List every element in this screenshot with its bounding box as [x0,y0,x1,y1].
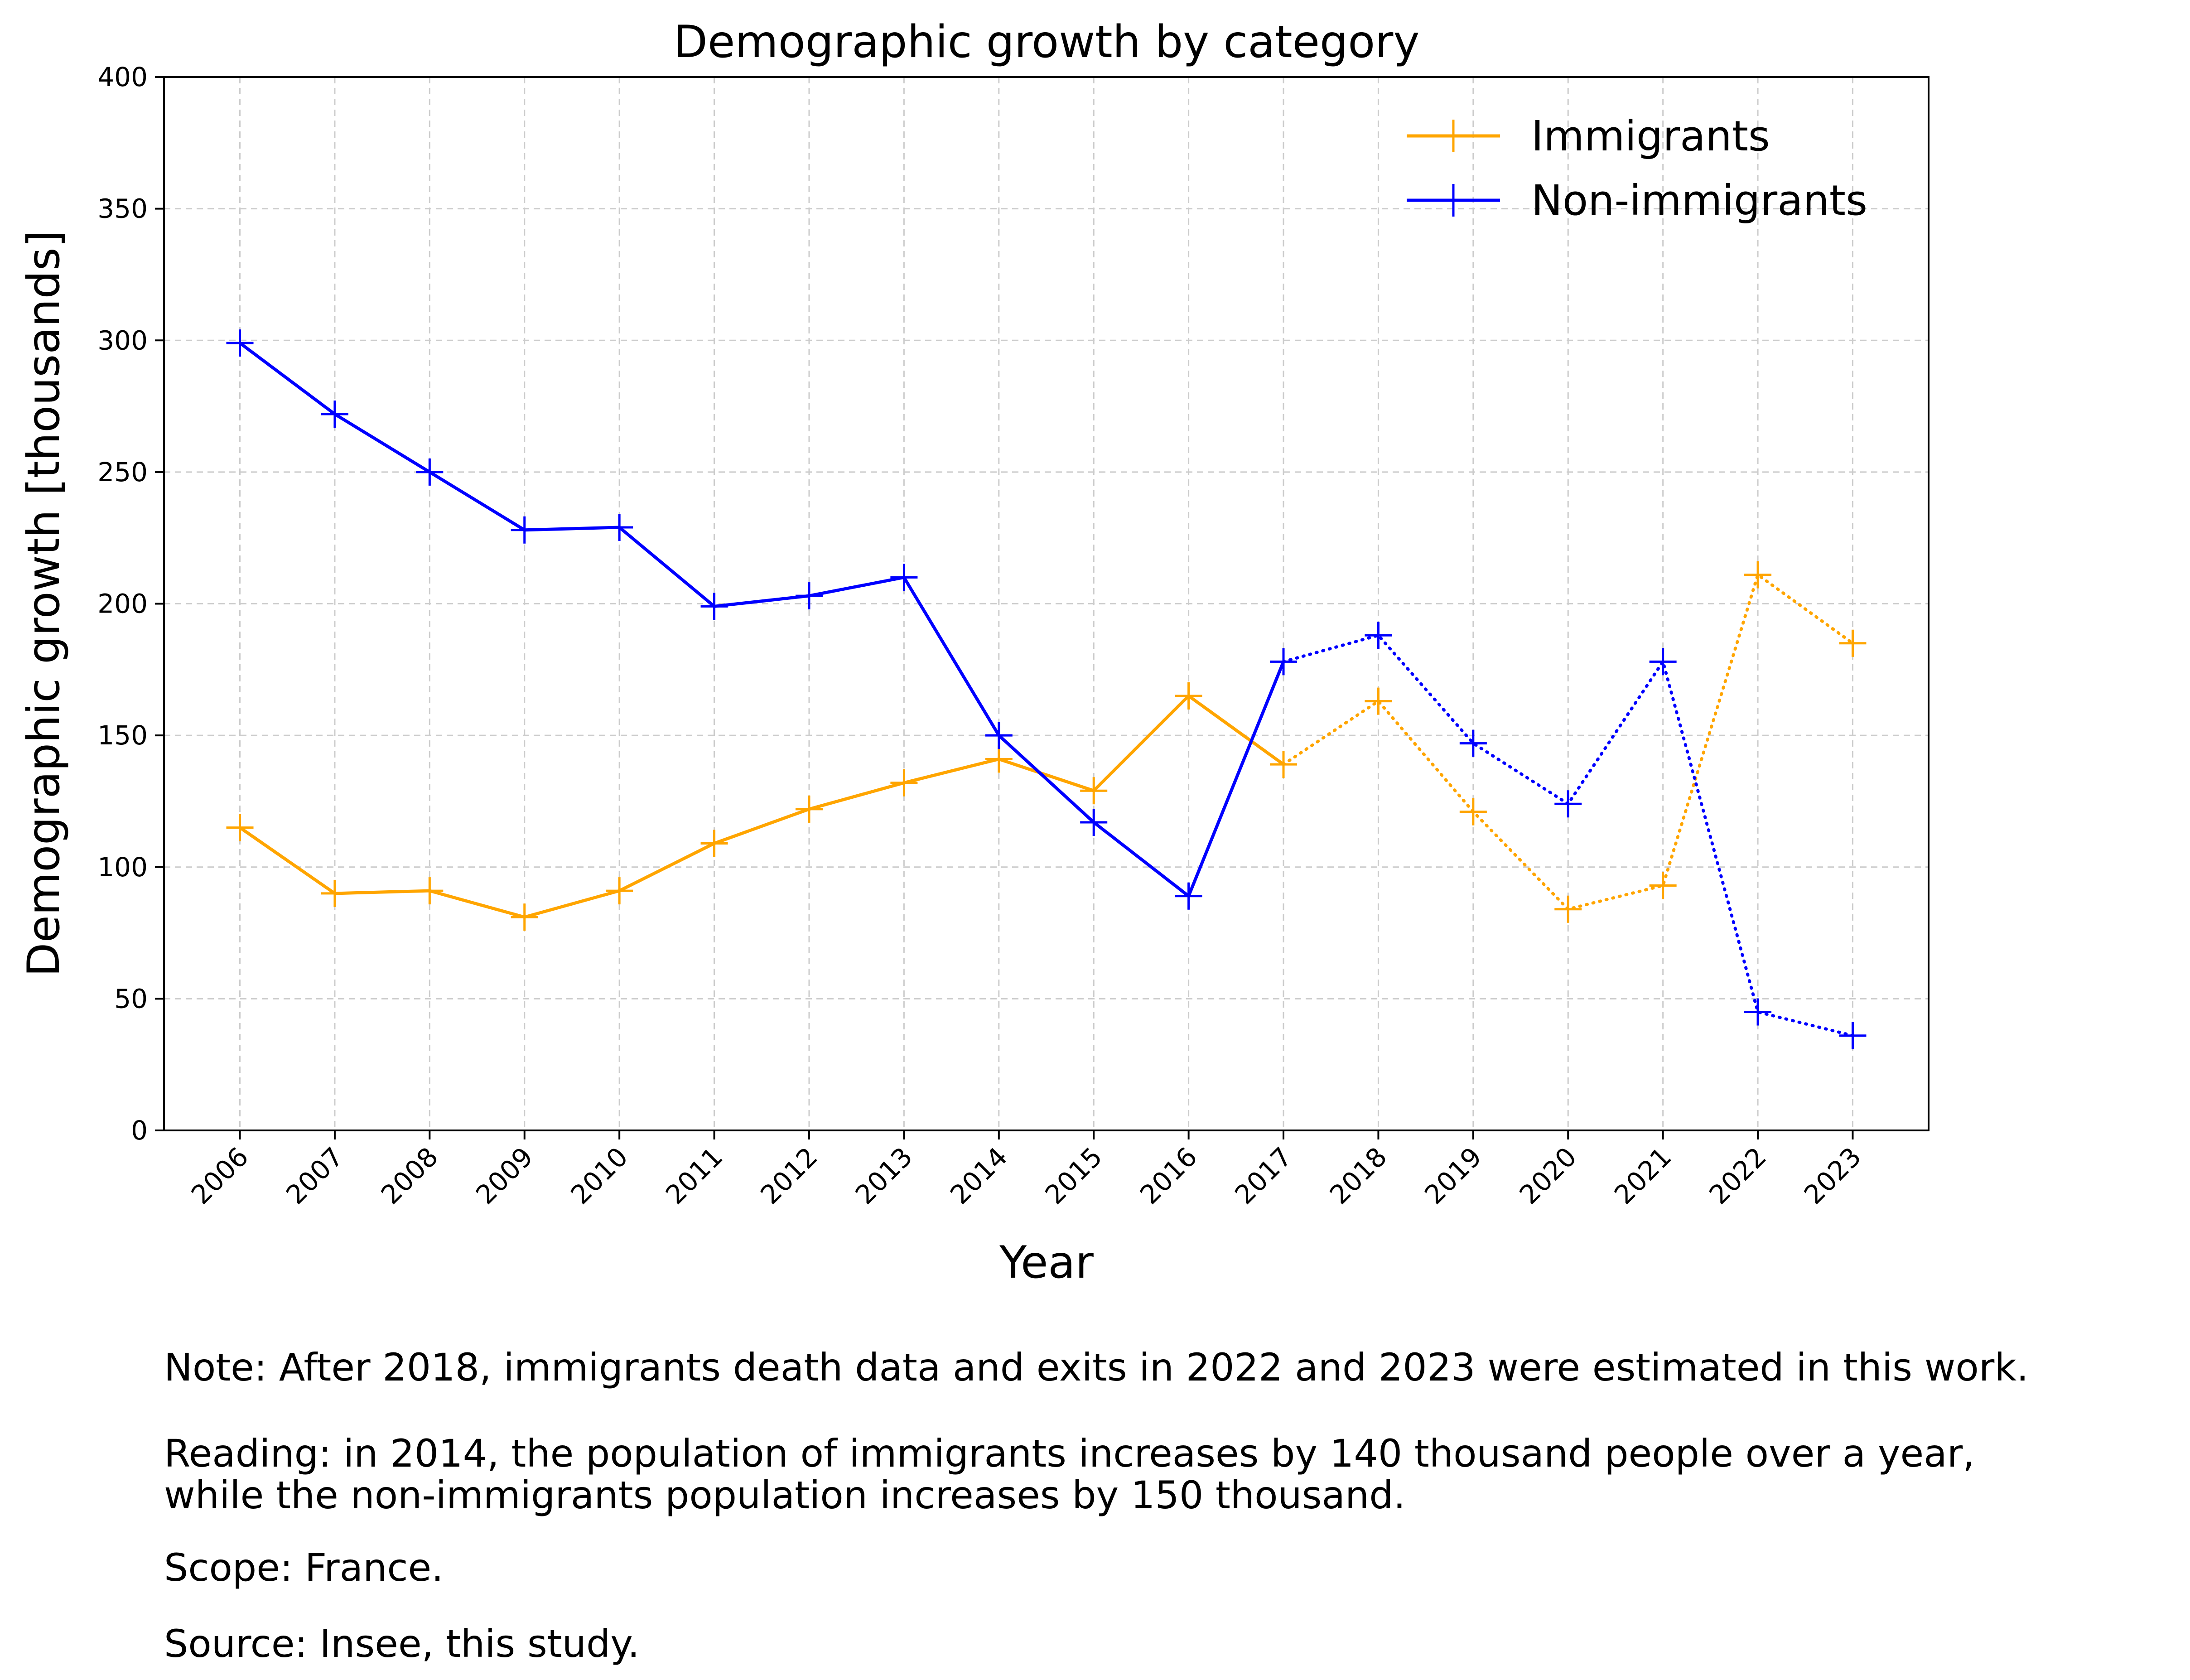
x-tick-label: 2016 [1134,1141,1203,1210]
x-tick-label: 2015 [1039,1141,1108,1210]
data-point [795,582,823,610]
x-tick-label: 2009 [470,1141,539,1210]
data-point [606,877,633,905]
data-point [1554,790,1582,818]
x-axis-ticks: 2006 2007 2008 2009 2010 2011 2012 2013 2014 2015… [185,1130,1867,1210]
y-tick-label: 250 [97,457,148,488]
series-lines [226,329,1867,1049]
x-tick-label: 2018 [1324,1141,1393,1210]
x-tick-label: 2017 [1229,1141,1298,1210]
data-point [1839,1022,1867,1049]
x-tick-label: 2007 [280,1141,349,1210]
data-point [1554,895,1582,923]
data-point [700,593,728,620]
x-axis-label: Year [999,1237,1094,1289]
data-point [1649,872,1677,899]
x-tick-label: 2006 [185,1141,254,1210]
x-tick-label: 2010 [565,1141,634,1210]
y-tick-label: 50 [114,983,148,1014]
data-point [416,877,444,905]
x-tick-label: 2011 [660,1141,728,1210]
data-point [1744,561,1772,589]
data-point [511,516,538,544]
legend: Immigrants Non-immigrants [1407,112,1867,225]
data-point [226,329,254,357]
chart-title: Demographic growth by category [674,16,1420,68]
scope-text: Scope: France. [164,1545,444,1590]
data-point [1459,729,1487,757]
y-axis-ticks: 0 50 100 150 200 250 300 350 400 [97,62,164,1146]
data-point [985,722,1013,749]
data-point [511,903,538,931]
data-point [1365,622,1392,649]
x-tick-label: 2013 [849,1141,918,1210]
data-point [321,879,348,907]
data-point [1270,751,1298,778]
data-point [700,830,728,857]
x-tick-label: 2020 [1514,1141,1582,1210]
y-tick-label: 200 [97,589,148,619]
data-point [1365,687,1392,715]
data-point [1649,648,1677,676]
reading-text-line2: while the non-immigrants population incr… [164,1473,1406,1517]
x-tick-label: 2023 [1798,1141,1867,1210]
y-tick-label: 400 [97,62,148,92]
data-point [1459,798,1487,826]
series-line-dotted-1 [1282,633,1854,1038]
data-point [1839,629,1867,657]
data-point [226,814,254,841]
x-tick-label: 2022 [1703,1141,1772,1210]
y-tick-label: 350 [97,193,148,224]
data-point [795,795,823,823]
data-point [1270,648,1298,676]
data-point [606,513,633,541]
reading-text-line1: Reading: in 2014, the population of immi… [164,1431,1975,1476]
grid [164,76,1929,1131]
legend-item: Non-immigrants [1407,176,1867,225]
data-point [1080,777,1108,805]
data-point [321,401,348,428]
source-text: Source: Insee, this study. [164,1622,640,1666]
series-line-solid-0 [239,694,1285,919]
data-point [1175,882,1202,910]
y-tick-label: 300 [97,325,148,356]
data-point [1744,998,1772,1026]
y-axis-label: Demographic growth [thousands] [18,230,70,977]
data-point [890,564,918,591]
x-tick-label: 2012 [754,1141,823,1210]
y-tick-label: 150 [97,720,148,751]
x-tick-label: 2021 [1608,1141,1677,1210]
note-text: Note: After 2018, immigrants death data … [164,1345,2029,1390]
legend-label: Non-immigrants [1531,176,1867,225]
legend-label: Immigrants [1531,112,1770,160]
series-line-solid-1 [239,342,1285,898]
legend-item: Immigrants [1407,112,1770,160]
data-point [890,769,918,797]
x-tick-label: 2008 [375,1141,444,1210]
y-tick-label: 0 [131,1115,148,1146]
data-point [416,458,444,486]
x-tick-label: 2019 [1418,1141,1487,1210]
data-point [1080,808,1108,836]
data-point [985,745,1013,773]
data-point [1175,682,1202,710]
y-tick-label: 100 [97,852,148,883]
x-tick-label: 2014 [944,1141,1013,1210]
